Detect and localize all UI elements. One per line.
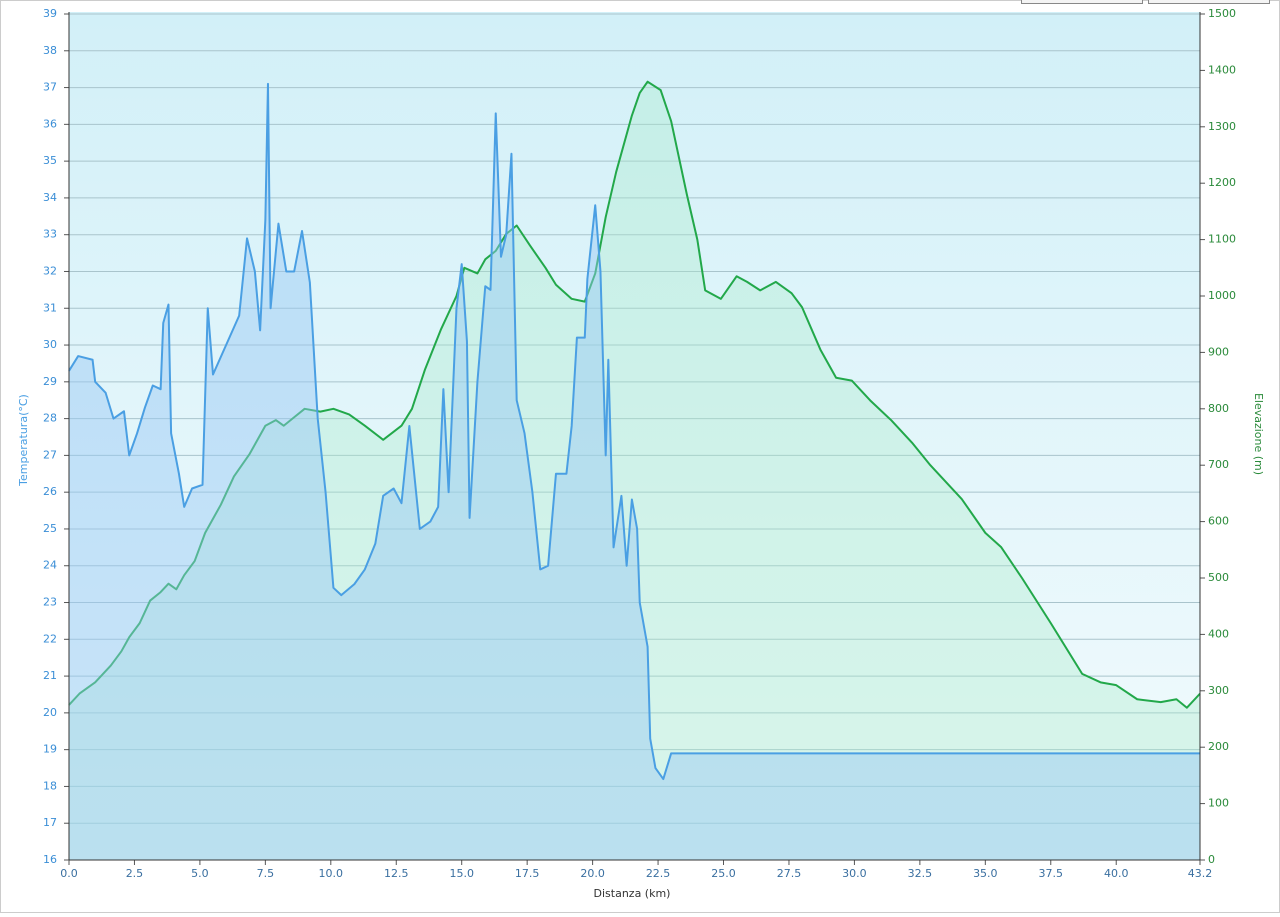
y-tick-label: 22 [43,632,57,645]
x-tick-label: 2.5 [126,867,144,880]
line [68,80,1201,709]
x-tick-label: 43.2 [1188,867,1213,880]
y2-tick-label: 1500 [1208,7,1236,20]
y2-tick-label: 1000 [1208,289,1236,302]
button[interactable] [1148,0,1270,4]
y-tick-label: 19 [43,743,57,756]
y2-tick-label: 100 [1208,797,1229,810]
y-tick-label: 25 [43,522,57,535]
x-tick-label: 37.5 [1039,867,1064,880]
y2-tick-label: 400 [1208,627,1229,640]
y2-tick-label: 800 [1208,402,1229,415]
y-axis-title: Temperatura(°C) [17,394,30,487]
y-tick-label: 23 [43,596,57,609]
x-tick-label: 22.5 [646,867,671,880]
y-tick-label: 38 [43,44,57,57]
y-tick-label: 31 [43,301,57,314]
area [69,83,1200,860]
y2-tick-label: 1100 [1208,233,1236,246]
y-tick-label: 18 [43,779,57,792]
x-tick-label: 17.5 [515,867,540,880]
y-tick-label: 35 [43,154,57,167]
x-tick-label: 15.0 [449,867,474,880]
x-tick-label: 0.0 [60,867,78,880]
y-tick-label: 33 [43,228,57,241]
y-tick-label: 37 [43,81,57,94]
area [69,81,1200,861]
x-tick-label: 7.5 [257,867,275,880]
button[interactable] [1021,0,1143,4]
y-tick-label: 20 [43,706,57,719]
x-tick-label: 12.5 [384,867,409,880]
y2-tick-label: 1200 [1208,176,1236,189]
y2-tick-label: 500 [1208,571,1229,584]
y-tick-label: 39 [43,7,57,20]
y-tick-label: 17 [43,816,57,829]
x-tick-label: 20.0 [580,867,605,880]
y-tick-label: 28 [43,412,57,425]
y2-axis-title: Elevazione (m) [1252,393,1265,475]
y2-tick-label: 300 [1208,684,1229,697]
y2-tick-label: 600 [1208,515,1229,528]
y2-tick-label: 1400 [1208,63,1236,76]
y-tick-label: 21 [43,669,57,682]
y2-tick-label: 0 [1208,853,1215,866]
y2-tick-label: 900 [1208,345,1229,358]
y2-tick-label: 1300 [1208,120,1236,133]
y-tick-label: 29 [43,375,57,388]
y-tick-label: 30 [43,338,57,351]
y-tick-label: 36 [43,117,57,130]
y2-tick-label: 200 [1208,740,1229,753]
x-tick-label: 27.5 [777,867,802,880]
plot-area [69,12,1200,860]
line [68,82,1200,781]
y-tick-label: 32 [43,264,57,277]
y2-tick-label: 700 [1208,458,1229,471]
x-tick-label: 40.0 [1104,867,1129,880]
y-tick-label: 16 [43,853,57,866]
y-tick-label: 34 [43,191,57,204]
y-tick-label: 26 [43,485,57,498]
x-axis-title: Distanza (km) [594,887,671,900]
y-tick-label: 27 [43,448,57,461]
x-tick-label: 25.0 [711,867,736,880]
y-tick-label: 24 [43,559,57,572]
x-tick-label: 10.0 [319,867,344,880]
x-tick-label: 35.0 [973,867,998,880]
x-tick-label: 30.0 [842,867,867,880]
x-tick-label: 5.0 [191,867,209,880]
x-tick-label: 32.5 [908,867,933,880]
